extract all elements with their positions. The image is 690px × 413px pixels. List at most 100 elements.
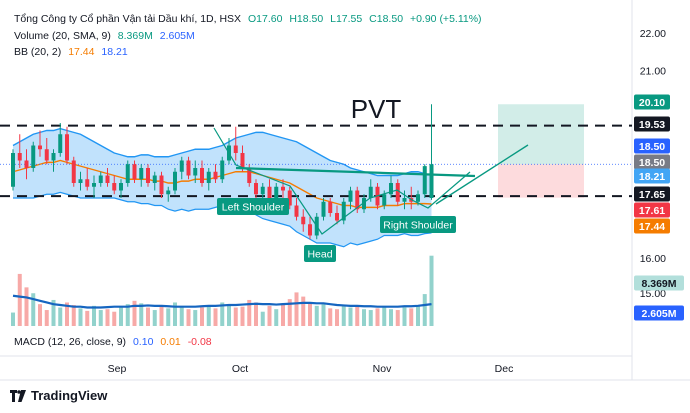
- volume-legend[interactable]: Volume (20, SMA, 9) 8.369M 2.605M: [14, 30, 199, 42]
- candle-body: [38, 145, 42, 150]
- price-tag-box: [634, 168, 670, 184]
- candle-body: [328, 201, 333, 213]
- volume-bar: [206, 305, 211, 326]
- candle-body: [58, 134, 63, 153]
- volume-bar: [301, 296, 306, 326]
- volume-bar: [240, 306, 245, 326]
- volume-bar: [260, 311, 265, 326]
- candle-body: [395, 183, 400, 202]
- macd-value-3: -0.08: [187, 336, 212, 348]
- price-tag: 2.605M: [641, 308, 676, 320]
- volume-bar: [335, 309, 339, 326]
- volume-bar: [38, 304, 42, 326]
- bb-basis-value: 17.44: [68, 46, 95, 58]
- candle-body: [240, 153, 245, 168]
- volume-bar: [422, 294, 427, 326]
- volume-bar: [274, 309, 279, 326]
- volume-bar: [152, 310, 157, 326]
- pattern-label: Right Shoulder: [383, 220, 453, 232]
- volume-bar: [294, 292, 299, 326]
- volume-bar: [308, 302, 312, 326]
- volume-bar: [78, 308, 83, 326]
- volume-bar: [382, 306, 387, 326]
- candle-body: [287, 190, 292, 206]
- volume-bar: [119, 306, 123, 326]
- volume-bar: [139, 303, 144, 326]
- candle-body: [98, 175, 103, 183]
- x-tick-label: Dec: [495, 363, 514, 375]
- candle-body: [173, 171, 177, 191]
- price-tag-box: [634, 186, 670, 202]
- projection-line: [435, 144, 529, 205]
- y-tick-label: 15.00: [640, 288, 666, 300]
- candle-body: [220, 160, 225, 180]
- candle-body: [254, 183, 258, 195]
- y-tick-label: 22.00: [640, 28, 666, 40]
- symbol-title: Tổng Công ty Cổ phần Vận tải Dầu khí, 1D…: [14, 13, 242, 25]
- candle-body: [125, 164, 130, 183]
- price-tag: 18.50: [639, 157, 665, 169]
- candle-body: [166, 190, 171, 195]
- candle-body: [362, 198, 366, 210]
- candle-body: [355, 190, 360, 210]
- position-stop-zone: [498, 164, 584, 198]
- candle-body: [193, 168, 198, 176]
- volume-bar: [416, 305, 420, 326]
- candle-body: [416, 194, 420, 202]
- ohlc-high: H18.50: [289, 13, 324, 25]
- candle-body: [267, 186, 272, 198]
- volume-bar: [166, 308, 171, 326]
- candle-body: [139, 168, 144, 180]
- volume-bar: [267, 305, 272, 326]
- volume-bar: [146, 307, 150, 326]
- volume-bar: [321, 304, 326, 326]
- candle-body: [105, 175, 110, 183]
- candle-body: [132, 164, 137, 180]
- bb-legend[interactable]: BB (20, 2) 17.44 18.21: [14, 46, 132, 58]
- ohlc-open: O17.60: [247, 13, 283, 25]
- volume-bar: [254, 302, 258, 326]
- candle-body: [335, 213, 339, 221]
- candle-body: [301, 216, 306, 225]
- candle-body: [200, 168, 204, 183]
- pattern-label-box: [217, 198, 289, 215]
- bollinger-band-fill: [13, 128, 432, 247]
- ohlc-close: C18.50: [369, 13, 404, 25]
- candle-body: [233, 145, 238, 153]
- price-change: +0.90 (+5.11%): [409, 13, 482, 25]
- chart-title: PVT: [351, 94, 402, 124]
- x-tick-label: Sep: [108, 363, 127, 375]
- bb-label: BB (20, 2): [14, 46, 62, 58]
- candle-body: [274, 186, 279, 198]
- price-tag: 17.65: [639, 189, 665, 201]
- candle-body: [65, 134, 69, 161]
- brand-name: TradingView: [31, 388, 108, 403]
- candle-body: [206, 171, 211, 183]
- neckline: [235, 166, 476, 178]
- volume-bar: [409, 308, 414, 326]
- volume-ma-line: [12, 294, 432, 309]
- price-tag: 18.21: [639, 171, 665, 183]
- candle-body: [213, 171, 218, 180]
- y-tick-label: 21.00: [640, 66, 666, 78]
- volume-bar: [105, 309, 110, 326]
- price-tag: 17.61: [639, 205, 665, 217]
- volume-bar: [65, 302, 69, 326]
- candle-body: [146, 168, 150, 183]
- candle-body: [71, 160, 76, 183]
- price-tag-box: [634, 275, 684, 291]
- volume-ma-value: 2.605M: [159, 30, 195, 42]
- volume-bar: [328, 308, 333, 326]
- macd-value-1: 0.10: [132, 336, 154, 348]
- volume-bar: [159, 305, 164, 326]
- candle-body: [402, 198, 407, 202]
- volume-bar: [220, 302, 225, 326]
- tradingview-brand[interactable]: TradingView: [10, 388, 107, 403]
- candle-body: [368, 186, 373, 198]
- macd-legend[interactable]: MACD (12, 26, close, 9) 0.10 0.01 -0.08: [14, 336, 216, 348]
- price-tag: 17.44: [639, 221, 665, 233]
- pattern-label: Left Shoulder: [222, 202, 285, 214]
- volume-bar: [355, 305, 360, 326]
- candle-body: [321, 201, 326, 217]
